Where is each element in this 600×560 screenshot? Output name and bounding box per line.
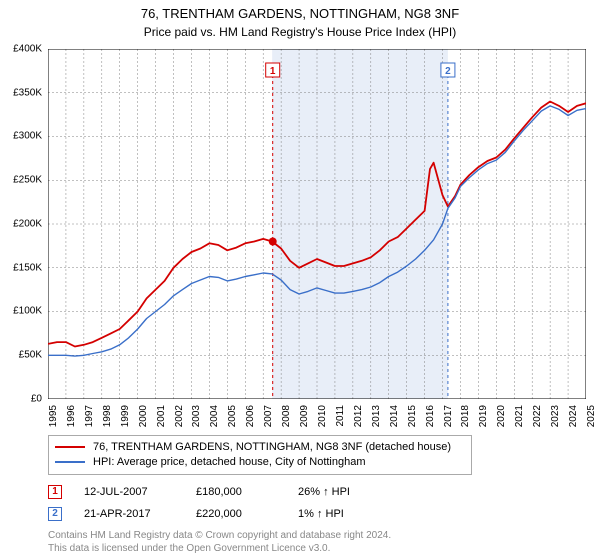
- legend-swatch: [55, 461, 85, 463]
- x-axis-tick-label: 2025: [586, 405, 597, 427]
- svg-text:1: 1: [270, 66, 276, 77]
- x-axis-tick-label: 1998: [102, 405, 113, 427]
- sale-note: 1% ↑ HPI: [298, 508, 344, 520]
- legend-label: HPI: Average price, detached house, City…: [93, 455, 366, 470]
- chart-title: 76, TRENTHAM GARDENS, NOTTINGHAM, NG8 3N…: [0, 6, 600, 23]
- x-axis-tick-label: 2007: [263, 405, 274, 427]
- y-axis-tick-label: £350K: [13, 87, 42, 98]
- x-axis-tick-label: 2021: [514, 405, 525, 427]
- sale-date: 12-JUL-2007: [84, 486, 174, 498]
- sale-note: 26% ↑ HPI: [298, 486, 350, 498]
- chart-subtitle: Price paid vs. HM Land Registry's House …: [0, 25, 600, 39]
- x-axis-tick-label: 2010: [317, 405, 328, 427]
- sale-date: 21-APR-2017: [84, 508, 174, 520]
- x-axis-tick-label: 2022: [532, 405, 543, 427]
- legend-swatch: [55, 446, 85, 448]
- x-axis-tick-label: 2003: [191, 405, 202, 427]
- y-axis-tick-label: £150K: [13, 262, 42, 273]
- x-axis-tick-label: 1996: [66, 405, 77, 427]
- sales-table: 1 12-JUL-2007 £180,000 26% ↑ HPI 2 21-APR-201…: [48, 481, 592, 525]
- x-axis-tick-label: 2008: [281, 405, 292, 427]
- sale-row: 2 21-APR-2017 £220,000 1% ↑ HPI: [48, 503, 592, 525]
- x-axis-tick-label: 2012: [353, 405, 364, 427]
- y-axis-tick-label: £50K: [19, 350, 42, 361]
- x-axis-tick-label: 2011: [335, 405, 346, 427]
- svg-text:2: 2: [445, 66, 451, 77]
- x-axis-tick-label: 2009: [299, 405, 310, 427]
- x-axis-tick-label: 2004: [209, 405, 220, 427]
- y-axis-tick-label: £400K: [13, 43, 42, 54]
- x-axis-tick-label: 2015: [407, 405, 418, 427]
- x-axis-tick-label: 2000: [138, 405, 149, 427]
- attribution-line: Contains HM Land Registry data © Crown c…: [48, 529, 592, 542]
- x-axis-tick-label: 1995: [48, 405, 59, 427]
- legend-item: HPI: Average price, detached house, City…: [55, 455, 465, 470]
- attribution: Contains HM Land Registry data © Crown c…: [48, 529, 592, 555]
- x-axis-tick-label: 2018: [460, 405, 471, 427]
- chart-plot: 12: [48, 49, 586, 399]
- x-axis-tick-label: 2016: [425, 405, 436, 427]
- x-axis-tick-label: 2014: [389, 405, 400, 427]
- y-axis-tick-label: £300K: [13, 131, 42, 142]
- attribution-line: This data is licensed under the Open Gov…: [48, 542, 592, 555]
- y-axis-tick-label: £0: [31, 393, 42, 404]
- x-axis-tick-label: 2005: [227, 405, 238, 427]
- sale-marker-box: 2: [48, 507, 62, 521]
- x-axis-tick-label: 1999: [120, 405, 131, 427]
- x-axis-labels: 1995 1996 1997 1998 1999 2000 2001 2002 2003 2004…: [48, 401, 586, 431]
- x-axis-tick-label: 2006: [245, 405, 256, 427]
- x-axis-tick-label: 2023: [550, 405, 561, 427]
- y-axis-tick-label: £100K: [13, 306, 42, 317]
- x-axis-tick-label: 2013: [371, 405, 382, 427]
- x-axis-tick-label: 2019: [478, 405, 489, 427]
- sale-row: 1 12-JUL-2007 £180,000 26% ↑ HPI: [48, 481, 592, 503]
- legend-item: 76, TRENTHAM GARDENS, NOTTINGHAM, NG8 3N…: [55, 440, 465, 455]
- sale-marker-box: 1: [48, 485, 62, 499]
- x-axis-tick-label: 2001: [156, 405, 167, 427]
- x-axis-tick-label: 2020: [496, 405, 507, 427]
- x-axis-tick-label: 2002: [174, 405, 185, 427]
- sale-price: £220,000: [196, 508, 276, 520]
- legend: 76, TRENTHAM GARDENS, NOTTINGHAM, NG8 3N…: [48, 435, 472, 475]
- y-axis-tick-label: £250K: [13, 175, 42, 186]
- x-axis-tick-label: 2017: [443, 405, 454, 427]
- chart-area: £0 £50K £100K £150K £200K £250K £300K £350K £400…: [0, 43, 600, 433]
- legend-label: 76, TRENTHAM GARDENS, NOTTINGHAM, NG8 3N…: [93, 440, 451, 455]
- x-axis-tick-label: 2024: [568, 405, 579, 427]
- x-axis-tick-label: 1997: [84, 405, 95, 427]
- y-axis-tick-label: £200K: [13, 218, 42, 229]
- sale-price: £180,000: [196, 486, 276, 498]
